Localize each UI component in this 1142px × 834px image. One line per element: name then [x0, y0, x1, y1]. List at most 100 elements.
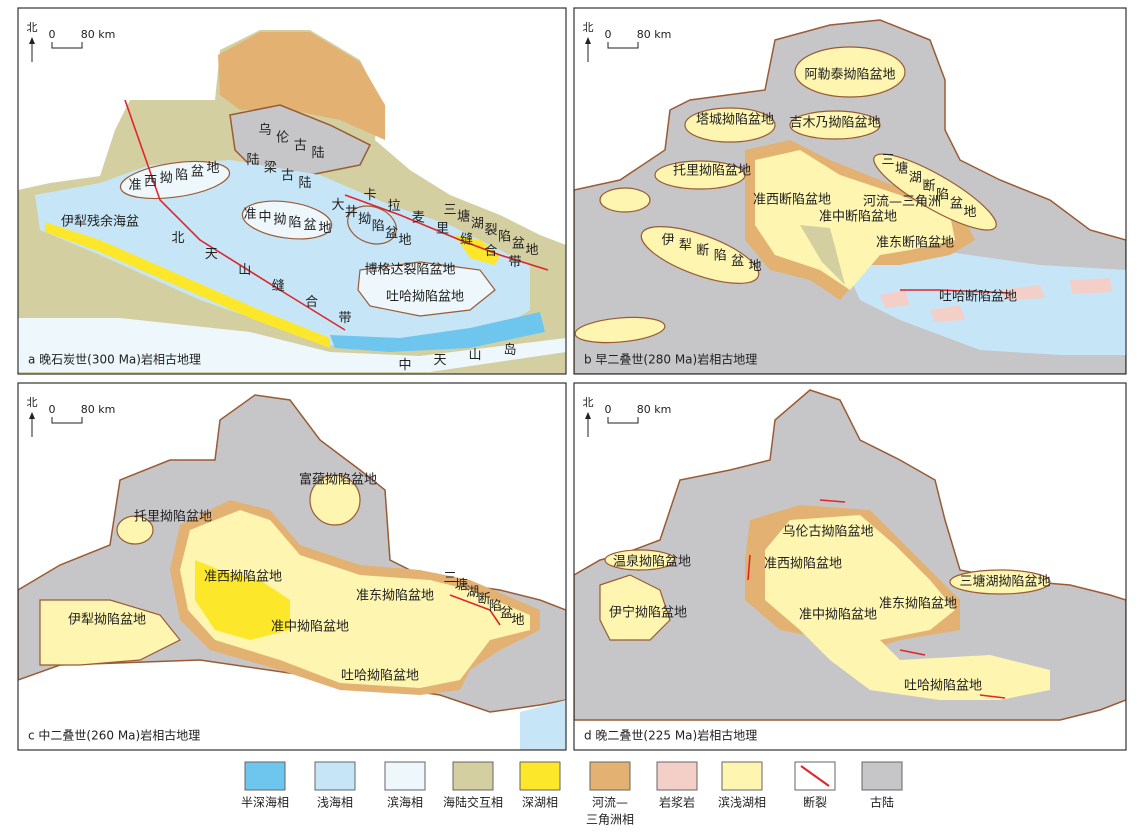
facies-area: [654, 160, 746, 190]
place-label: 准东拗陷盆地: [879, 597, 957, 612]
place-label: 富蕴拗陷盆地: [299, 472, 377, 488]
facies-area: [18, 318, 566, 372]
place-label: 准中拗陷盆地: [799, 608, 877, 623]
facies-area: [930, 305, 965, 322]
place-label: 准中拗陷盆地: [243, 207, 331, 236]
scale-label: 0: [605, 403, 612, 416]
place-label: 吉木乃拗陷盆地: [789, 116, 880, 131]
place-label: 伊犁拗陷盆地: [68, 613, 146, 628]
legend-swatch: [452, 761, 494, 791]
place-label: 准西拗陷盆地: [128, 161, 219, 193]
facies-area: [241, 200, 333, 240]
place-label: 吐哈拗陷盆地: [386, 290, 464, 305]
facies-area: [218, 32, 385, 140]
fault: [747, 554, 751, 581]
panel-border: [17, 7, 567, 375]
facies-area: [840, 245, 1126, 355]
legend-label: 断裂: [803, 795, 827, 810]
facies-area: [800, 225, 845, 285]
north-arrowhead: [29, 412, 35, 419]
place-label: 大井拗陷盆地: [331, 198, 411, 248]
legend-swatch: [314, 761, 356, 791]
north-arrowhead: [585, 412, 591, 419]
panel-caption: b 早二叠世(280 Ma)岩相古地理: [584, 352, 757, 367]
legend-label: 海陆交互相: [443, 795, 503, 810]
place-label: 塔城拗陷盆地: [696, 113, 774, 128]
facies-area: [1000, 285, 1045, 300]
place-label: 准中拗陷盆地: [271, 620, 349, 635]
place-label: 托里拗陷盆地: [134, 510, 212, 525]
panel: 乌伦古陆陆梁古陆准西拗陷盆地准中拗陷盆地 伊犁残余海盆北天山缝合带大井拗陷盆地卡拉…: [18, 8, 566, 374]
north-label: 北: [583, 396, 594, 409]
fault: [344, 194, 549, 271]
fault: [819, 499, 846, 503]
facies-area: [640, 226, 760, 284]
facies-area: [599, 574, 671, 641]
place-label: 准西拗陷盆地: [204, 570, 282, 585]
facies-area: [574, 316, 666, 344]
legend-label: 三角洲相: [586, 813, 634, 827]
facies-area: [119, 160, 231, 200]
north-label: 北: [27, 21, 38, 34]
place-label: 伊犁断陷盆地: [661, 233, 761, 274]
facies-area: [45, 222, 330, 348]
facies-area: [789, 110, 881, 140]
legend-label: 滨海相: [387, 795, 423, 810]
scale-bar: [607, 417, 639, 424]
legend-swatch: [721, 761, 763, 791]
place-label: 吐哈拗陷盆地: [904, 679, 982, 694]
panel-caption: c 中二叠世(260 Ma)岩相古地理: [28, 728, 200, 743]
facies-area: [195, 560, 290, 640]
panel-border: [17, 382, 567, 751]
legend-label: 河流—: [592, 796, 628, 810]
facies-area: [347, 205, 397, 245]
place-label: 伊犁残余海盆: [61, 214, 139, 230]
panel-caption: a 晚石炭世(300 Ma)岩相古地理: [28, 352, 201, 367]
facies-area: [880, 290, 910, 308]
place-label: 托里拗陷盆地: [673, 164, 751, 179]
place-label: 准东拗陷盆地: [356, 589, 434, 604]
facies-area: [755, 150, 955, 290]
place-label: 三塘湖断陷盆地: [443, 571, 524, 628]
north-arrowhead: [29, 37, 35, 44]
facies-area: [520, 700, 566, 750]
legend-swatch: [384, 761, 426, 791]
legend-label: 浅海相: [317, 795, 353, 810]
legend-label: 岩浆岩: [659, 795, 695, 810]
fault: [449, 594, 501, 626]
scale-bar: [607, 42, 639, 49]
place-label: 准中断陷盆地: [819, 210, 897, 225]
place-label: 准西拗陷盆地: [764, 557, 842, 572]
legend-swatch: [656, 761, 698, 791]
legend-label: 滨浅湖相: [718, 795, 766, 810]
facies-area: [180, 510, 530, 688]
facies-area: [39, 599, 181, 666]
facies-area: [229, 104, 372, 176]
place-label: 吐哈断陷盆地: [939, 290, 1017, 305]
facies-area: [949, 569, 1051, 595]
facies-area: [309, 474, 361, 526]
scale-label: 80 km: [637, 28, 672, 41]
legend-swatch: [589, 761, 631, 791]
place-label: 伊宁拗陷盆地: [609, 605, 687, 621]
legend-label: 古陆: [870, 795, 894, 810]
facies-area: [684, 107, 776, 143]
scale-label: 0: [605, 28, 612, 41]
legend-label: 半深海相: [241, 795, 289, 810]
legend-fault: [800, 765, 830, 787]
legend-swatch: [861, 761, 903, 791]
facies-area: [765, 515, 1050, 700]
fault: [124, 99, 346, 331]
scale-label: 0: [49, 403, 56, 416]
fault: [900, 289, 1011, 294]
place-label: 准东断陷盆地: [876, 236, 954, 251]
fault: [979, 694, 1006, 699]
facies-area: [599, 187, 651, 213]
scale-label: 80 km: [81, 28, 116, 41]
place-label: 卡拉麦里缝合带: [363, 188, 521, 270]
panel-border: [573, 7, 1127, 375]
